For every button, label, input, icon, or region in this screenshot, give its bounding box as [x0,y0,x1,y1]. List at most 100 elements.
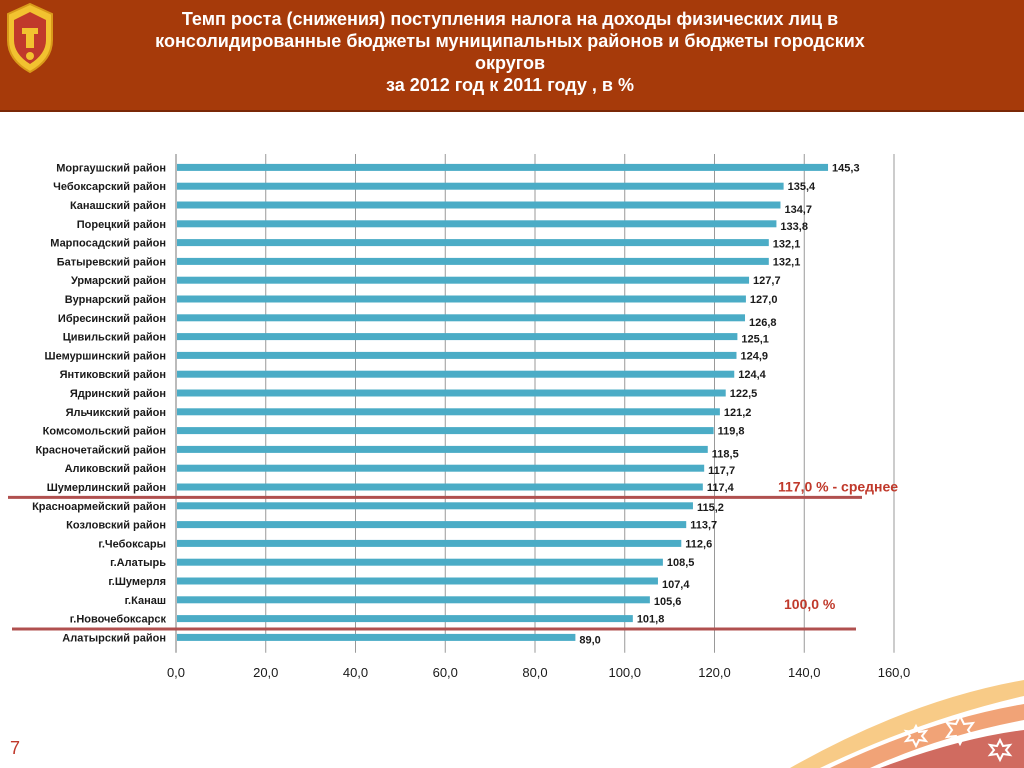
category-label: Красноармейский район [32,501,166,513]
category-label: г.Канаш [125,595,166,607]
category-label: Алатырский район [62,632,166,644]
bar [177,615,633,623]
bar [177,539,682,547]
value-label: 105,6 [654,596,682,608]
value-label: 122,5 [730,388,758,400]
value-label: 119,8 [718,426,745,438]
value-label: 115,2 [697,502,724,514]
bar [177,351,737,359]
category-label: Батыревский район [57,256,166,268]
category-label: Марпосадский район [50,238,166,250]
bar [177,182,784,190]
value-label: 132,1 [773,239,801,251]
category-label: Ядринский район [70,388,166,400]
bar [177,445,708,453]
bar [177,483,703,491]
value-label: 117,4 [707,482,735,494]
x-tick-label: 140,0 [788,665,821,680]
category-label: Урмарский район [71,275,166,287]
chuvashia-emblem-icon [7,2,53,74]
x-tick-label: 80,0 [522,665,547,680]
value-label: 89,0 [579,634,600,646]
value-label: 127,0 [750,294,778,306]
x-tick-label: 0,0 [167,665,185,680]
bar [177,502,693,510]
category-label: Канашский район [70,200,166,212]
value-label: 101,8 [637,614,665,626]
value-label: 124,9 [740,350,768,362]
x-tick-label: 40,0 [343,665,368,680]
value-label: 133,8 [780,221,808,233]
title-line-4: за 2012 год к 2011 году , в % [385,75,635,95]
category-label: г.Шумерля [108,576,166,588]
category-label: Шемуршинский район [45,350,166,362]
value-label: 126,8 [749,317,777,329]
value-labels: 145,3 135,4 134,7 133,8 132,1 132,1 127,7 127,0… [579,162,859,646]
category-label: Вурнарский район [65,294,166,306]
bar [177,201,781,209]
x-tick-label: 100,0 [608,665,641,680]
bar-chart: Моргаушский район Чебоксарский район Канаш… [8,154,910,680]
category-label: Красночетайский район [35,444,166,456]
category-label: Цивильский район [63,332,166,344]
page-number: 7 [10,738,21,758]
value-label: 132,1 [773,256,801,268]
bar [177,389,726,397]
category-label: г.Алатырь [110,557,166,569]
category-label: Ибресинский район [58,313,166,325]
reference-line-label: 100,0 % [784,596,836,612]
category-label: Чебоксарский район [53,181,166,193]
value-label: 124,4 [738,369,766,381]
value-label: 134,7 [784,204,812,216]
x-tick-label: 60,0 [433,665,458,680]
x-tick-label: 20,0 [253,665,278,680]
reference-lines: 117,0 % - среднее 100,0 % [8,478,898,631]
category-label: Янтиковский район [60,369,166,381]
value-label: 125,1 [741,334,769,346]
bar [177,220,777,228]
bar [177,370,735,378]
title-line-3: округов [474,53,546,73]
category-label: Аликовский район [65,463,166,475]
x-axis-tick-labels: 0,0 20,0 40,0 60,0 80,0 100,0 120,0 140,0 160,0 [167,665,910,680]
bar [177,257,769,265]
bar [177,295,746,303]
category-labels: Моргаушский район Чебоксарский район Канаш… [32,162,166,644]
value-label: 121,2 [724,407,752,419]
bar [177,521,687,529]
bar [177,239,769,247]
bar [177,558,663,566]
bar [177,163,829,171]
category-label: Моргаушский район [56,162,166,174]
chart-bars [177,163,829,641]
page-title: Темп роста (снижения) поступления налога… [70,8,950,96]
ornament-stars-icon [790,680,1024,768]
category-label: Комсомольский район [43,426,166,438]
value-label: 135,4 [788,181,816,193]
bar [177,464,705,472]
title-line-2: консолидированные бюджеты муниципальных … [155,31,865,51]
category-label: Яльчикский район [66,407,166,419]
value-label: 108,5 [667,557,695,569]
value-label: 107,4 [662,579,690,591]
x-tick-label: 120,0 [698,665,731,680]
title-banner: Темп роста (снижения) поступления налога… [0,0,1024,110]
category-label: Порецкий район [77,219,166,231]
value-label: 113,7 [690,520,717,532]
category-label: Козловский район [66,520,166,532]
bar [177,633,576,641]
bar [177,596,650,604]
bar [177,314,746,322]
bar [177,408,720,416]
bar [177,333,738,341]
reference-line-label: 117,0 % - среднее [778,478,898,494]
value-label: 117,7 [708,465,735,477]
category-label: Шумерлинский район [47,482,166,494]
value-label: 112,6 [685,538,712,550]
category-label: г.Чебоксары [98,538,166,550]
value-label: 118,5 [712,448,739,460]
chart-gridlines [175,154,895,653]
x-tick-label: 160,0 [878,665,911,680]
bar [177,577,658,585]
value-label: 127,7 [753,275,781,287]
